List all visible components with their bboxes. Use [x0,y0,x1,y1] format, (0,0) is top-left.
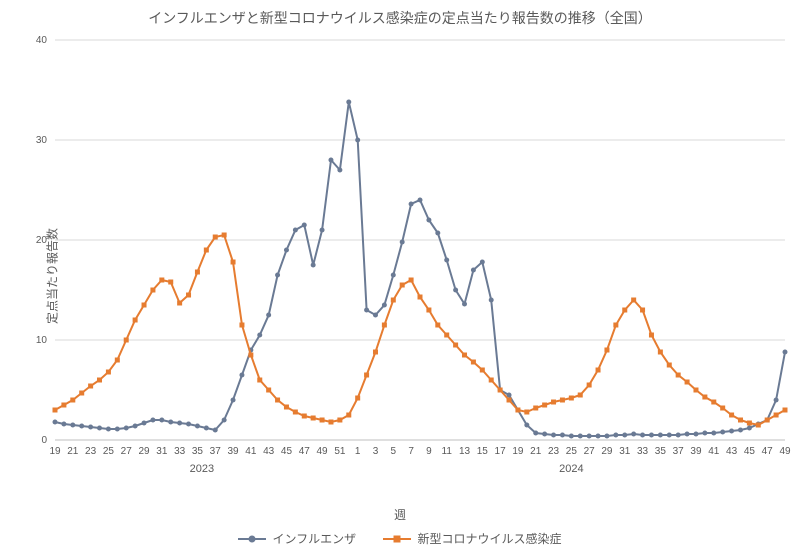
y-axis-label: 定点当たり報告数 [44,227,61,323]
legend-item-covid: 新型コロナウイルス感染症 [383,530,561,547]
svg-text:51: 51 [334,446,346,457]
svg-text:10: 10 [36,335,48,346]
svg-text:29: 29 [601,446,613,457]
svg-text:1: 1 [355,446,361,457]
svg-text:31: 31 [156,446,168,457]
svg-text:23: 23 [85,446,97,457]
legend-label-covid: 新型コロナウイルス感染症 [417,530,561,547]
svg-text:27: 27 [584,446,596,457]
chart-title: インフルエンザと新型コロナウイルス感染症の定点当たり報告数の推移（全国） [0,8,800,28]
svg-text:23: 23 [548,446,560,457]
svg-text:2024: 2024 [559,463,583,475]
svg-text:7: 7 [408,446,414,457]
svg-text:47: 47 [762,446,774,457]
svg-text:15: 15 [477,446,489,457]
legend: インフルエンザ 新型コロナウイルス感染症 [0,530,800,547]
svg-text:30: 30 [36,135,48,146]
svg-text:47: 47 [299,446,311,457]
svg-text:27: 27 [121,446,133,457]
legend-swatch-influenza [238,534,266,544]
svg-text:49: 49 [779,446,791,457]
line-chart: 0102030401921232527293133353739414345474… [0,0,800,500]
svg-text:0: 0 [41,435,47,446]
svg-text:9: 9 [426,446,432,457]
x-axis-label: 週 [0,506,800,523]
svg-text:19: 19 [512,446,524,457]
svg-text:3: 3 [373,446,379,457]
legend-swatch-covid [383,534,411,544]
svg-text:43: 43 [263,446,275,457]
chart-container: インフルエンザと新型コロナウイルス感染症の定点当たり報告数の推移（全国） 定点当… [0,0,800,551]
svg-text:45: 45 [744,446,756,457]
svg-text:25: 25 [103,446,115,457]
svg-text:33: 33 [637,446,649,457]
svg-text:13: 13 [459,446,471,457]
svg-text:41: 41 [708,446,720,457]
svg-text:19: 19 [49,446,61,457]
svg-text:40: 40 [36,35,48,46]
svg-text:33: 33 [174,446,186,457]
svg-text:31: 31 [619,446,631,457]
svg-text:39: 39 [227,446,239,457]
svg-text:43: 43 [726,446,738,457]
legend-item-influenza: インフルエンザ [238,530,356,547]
svg-text:41: 41 [245,446,257,457]
svg-text:5: 5 [391,446,397,457]
svg-text:39: 39 [690,446,702,457]
svg-text:45: 45 [281,446,293,457]
svg-text:2023: 2023 [190,463,214,475]
legend-label-influenza: インフルエンザ [272,530,356,547]
svg-text:35: 35 [192,446,204,457]
svg-text:29: 29 [138,446,150,457]
svg-text:11: 11 [442,446,453,457]
svg-text:37: 37 [673,446,685,457]
svg-text:37: 37 [210,446,222,457]
svg-text:17: 17 [495,446,507,457]
svg-text:21: 21 [67,446,79,457]
svg-text:25: 25 [566,446,578,457]
svg-text:21: 21 [530,446,542,457]
svg-text:35: 35 [655,446,667,457]
svg-text:49: 49 [317,446,329,457]
